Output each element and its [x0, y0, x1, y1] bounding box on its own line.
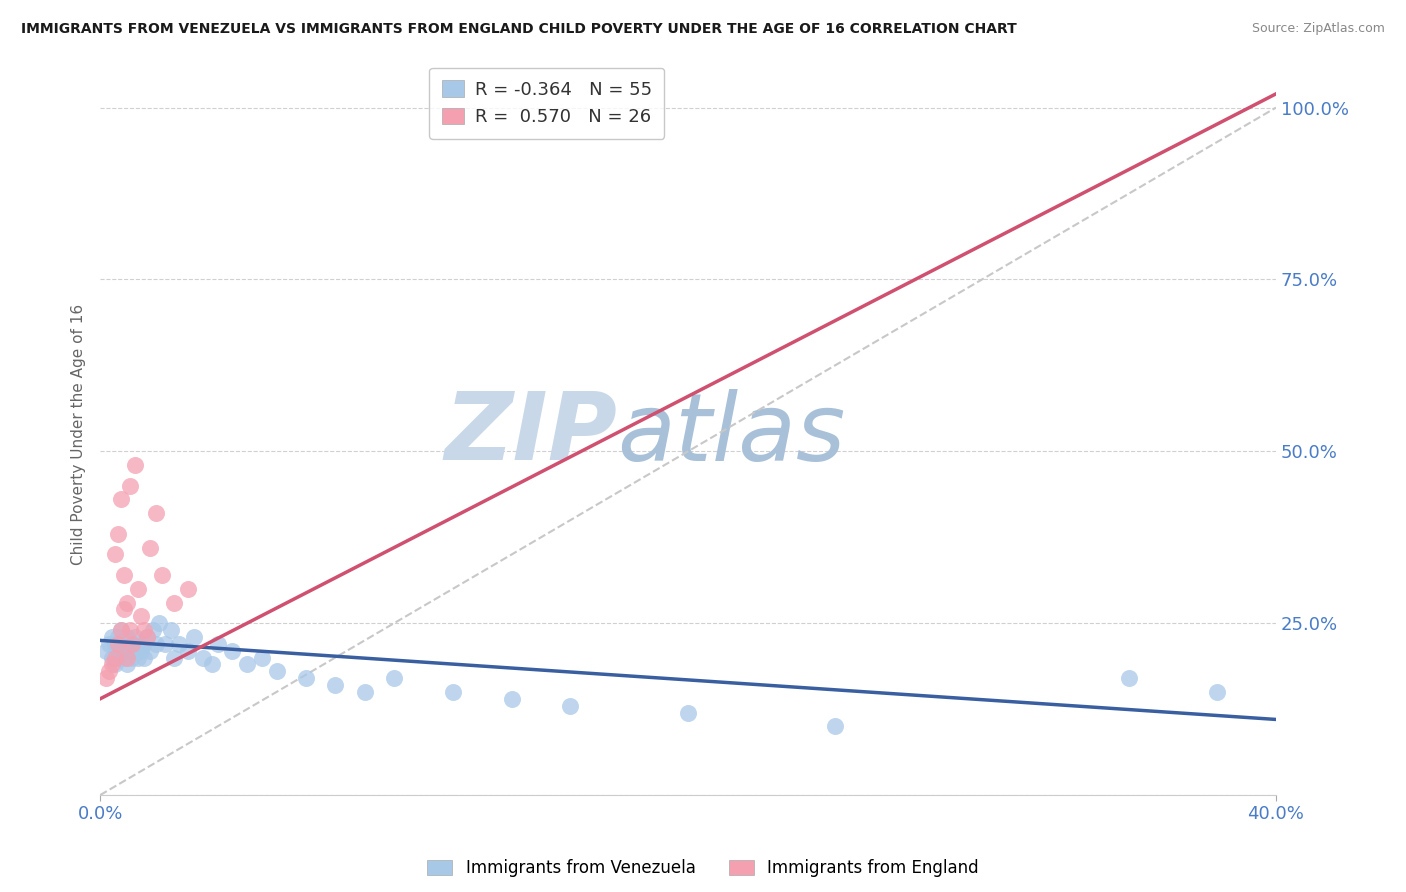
- Point: [1118, 671, 1140, 685]
- Point: [177, 582, 200, 596]
- Point: [115, 650, 138, 665]
- Point: [129, 609, 152, 624]
- Point: [110, 623, 132, 637]
- Point: [129, 643, 152, 657]
- Point: [115, 596, 138, 610]
- Point: [104, 548, 127, 562]
- Point: [127, 582, 149, 596]
- Point: [121, 637, 143, 651]
- Point: [101, 657, 124, 672]
- Point: [250, 650, 273, 665]
- Point: [134, 637, 156, 651]
- Point: [94, 671, 117, 685]
- Point: [104, 657, 127, 672]
- Point: [136, 630, 159, 644]
- Point: [139, 643, 162, 657]
- Point: [145, 637, 167, 651]
- Point: [150, 568, 173, 582]
- Point: [107, 526, 129, 541]
- Point: [676, 706, 699, 720]
- Point: [139, 541, 162, 555]
- Point: [107, 650, 129, 665]
- Text: IMMIGRANTS FROM VENEZUELA VS IMMIGRANTS FROM ENGLAND CHILD POVERTY UNDER THE AGE: IMMIGRANTS FROM VENEZUELA VS IMMIGRANTS …: [21, 22, 1017, 37]
- Point: [127, 637, 149, 651]
- Point: [112, 602, 135, 616]
- Point: [115, 630, 138, 644]
- Point: [110, 637, 132, 651]
- Text: Source: ZipAtlas.com: Source: ZipAtlas.com: [1251, 22, 1385, 36]
- Point: [107, 630, 129, 644]
- Point: [159, 623, 181, 637]
- Point: [97, 637, 120, 651]
- Point: [441, 685, 464, 699]
- Point: [236, 657, 259, 672]
- Point: [124, 643, 146, 657]
- Legend: Immigrants from Venezuela, Immigrants from England: Immigrants from Venezuela, Immigrants fr…: [420, 853, 986, 884]
- Point: [112, 568, 135, 582]
- Point: [104, 637, 127, 651]
- Point: [112, 650, 135, 665]
- Point: [134, 650, 156, 665]
- Legend: R = -0.364   N = 55, R =  0.570   N = 26: R = -0.364 N = 55, R = 0.570 N = 26: [429, 68, 665, 138]
- Point: [112, 643, 135, 657]
- Point: [110, 492, 132, 507]
- Point: [1206, 685, 1229, 699]
- Point: [118, 623, 141, 637]
- Text: atlas: atlas: [617, 389, 846, 480]
- Point: [121, 650, 143, 665]
- Point: [162, 650, 184, 665]
- Point: [323, 678, 346, 692]
- Point: [127, 650, 149, 665]
- Point: [134, 623, 156, 637]
- Point: [124, 630, 146, 644]
- Point: [501, 691, 523, 706]
- Point: [266, 665, 288, 679]
- Point: [101, 650, 124, 665]
- Point: [201, 657, 224, 672]
- Point: [824, 719, 846, 733]
- Point: [110, 623, 132, 637]
- Point: [107, 643, 129, 657]
- Point: [353, 685, 375, 699]
- Point: [191, 650, 214, 665]
- Point: [148, 616, 170, 631]
- Point: [207, 637, 229, 651]
- Text: ZIP: ZIP: [444, 388, 617, 480]
- Point: [118, 479, 141, 493]
- Point: [121, 637, 143, 651]
- Point: [162, 596, 184, 610]
- Point: [221, 643, 243, 657]
- Point: [169, 637, 191, 651]
- Point: [115, 657, 138, 672]
- Point: [118, 643, 141, 657]
- Point: [136, 630, 159, 644]
- Point: [94, 643, 117, 657]
- Point: [124, 458, 146, 472]
- Point: [107, 637, 129, 651]
- Point: [382, 671, 405, 685]
- Point: [104, 650, 127, 665]
- Point: [153, 637, 176, 651]
- Point: [177, 643, 200, 657]
- Point: [101, 630, 124, 644]
- Point: [183, 630, 205, 644]
- Point: [97, 665, 120, 679]
- Point: [118, 637, 141, 651]
- Point: [145, 506, 167, 520]
- Y-axis label: Child Poverty Under the Age of 16: Child Poverty Under the Age of 16: [72, 303, 86, 565]
- Point: [142, 623, 165, 637]
- Point: [295, 671, 318, 685]
- Point: [560, 698, 582, 713]
